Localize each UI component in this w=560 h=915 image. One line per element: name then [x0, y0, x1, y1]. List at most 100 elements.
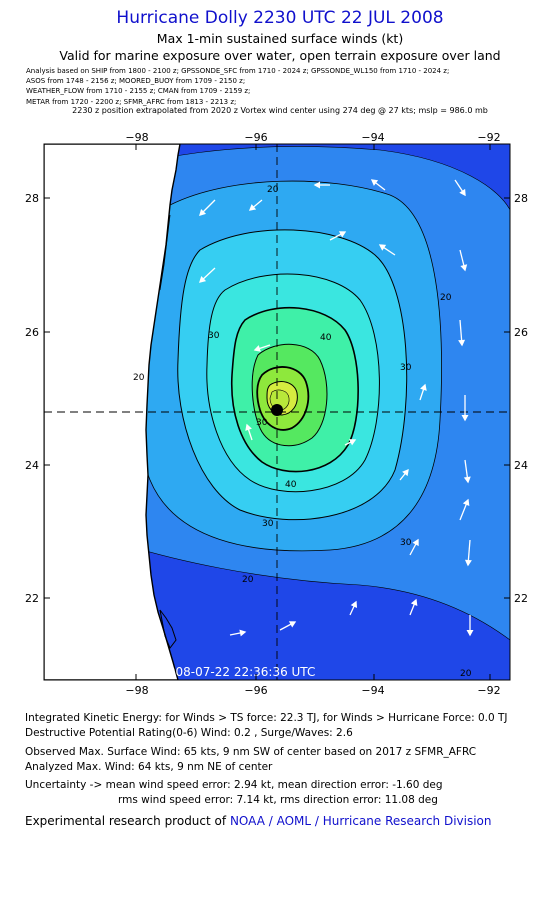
- hrd-link[interactable]: NOAA / AOML / Hurricane Research Divisio…: [229, 814, 492, 828]
- barrier-island: [159, 214, 171, 291]
- wind-vector-arrowhead: [288, 621, 297, 628]
- contour-label: 30: [400, 363, 412, 373]
- lat-labels-left: 28 26 24 22: [25, 192, 39, 605]
- wind-vector-arrowhead: [248, 204, 257, 211]
- wind-vector-arrowhead: [83, 506, 91, 514]
- wind-vector-arrowhead: [85, 439, 93, 447]
- wind-radii-row-nw: NW 10139 no: [54, 226, 155, 238]
- contour-label: 40: [285, 480, 297, 490]
- wind-radii-header: QD 34K 50K 64K: [54, 161, 148, 173]
- page-title: Hurricane Dolly 2230 UTC 22 JUL 2008: [116, 8, 444, 28]
- wind-radii-table: WIND RADII (NM) QD 34K 50K 64K NE 11651 no SE…: [50, 146, 155, 238]
- created-note: Dolly – created on 2008-07-22 22:36:36 U…: [48, 665, 315, 679]
- wind-vector-arrowhead: [459, 188, 466, 197]
- lon-labels-bottom: −98 −96 −94 −92: [125, 684, 500, 697]
- lon-tick-label: −96: [244, 131, 267, 144]
- wind-vector-arrowhead: [463, 476, 471, 484]
- lagoon-outline: [159, 609, 177, 649]
- wind-vector-arrowhead: [460, 264, 468, 272]
- wind-vector-arrowhead: [199, 276, 207, 283]
- wind-vector-arrowhead: [131, 438, 139, 446]
- lat-tick-label: 26: [514, 326, 528, 339]
- contour-labels: 20 20 20 20 20 30 30 30 30 30 40 40: [133, 185, 472, 679]
- analysis-line: METAR from 1720 - 2200 z; SFMR_AFRC from…: [26, 97, 237, 106]
- wind-vector-arrowhead: [458, 339, 466, 347]
- product-credit: Experimental research product of NOAA / …: [25, 814, 492, 828]
- lon-tick-label: −98: [125, 131, 148, 144]
- wind-vectors: [81, 179, 474, 654]
- wind-radii-row-se: SE 11640 no: [54, 194, 155, 206]
- contour-label: 30: [256, 418, 268, 428]
- contour-label: 20: [460, 669, 472, 679]
- exposure-subtitle: Valid for marine exposure over water, op…: [59, 48, 501, 63]
- wind-vector-arrowhead: [461, 414, 469, 422]
- wind-vector-arrowhead: [127, 496, 135, 504]
- wind-vector-arrowhead: [420, 383, 427, 391]
- wind-radii-row-sw: SW 82 10 no: [54, 210, 155, 222]
- wind-radii-row-ne: NE 11651 no: [54, 178, 155, 190]
- analysis-line: Analysis based on SHIP from 1800 - 2100 …: [26, 67, 450, 75]
- wind-vector-arrowhead: [126, 316, 133, 324]
- wind-vector-arrowhead: [245, 423, 252, 431]
- lon-tick-label: −92: [477, 684, 500, 697]
- wind-radii-title: WIND RADII (NM): [50, 146, 145, 158]
- wind-radii-col-qd: QD: [54, 161, 67, 173]
- axis-ticks: [44, 144, 510, 680]
- dpr-line: Destructive Potential Rating(0-6) Wind: …: [25, 727, 353, 739]
- uncertainty-line-1: Uncertainty -> mean wind speed error: 2.…: [25, 779, 443, 791]
- lon-tick-label: −98: [125, 684, 148, 697]
- lat-tick-label: 22: [25, 592, 39, 605]
- product-subtitle: Max 1-min sustained surface winds (kt): [156, 31, 404, 46]
- wind-vector-arrowhead: [199, 208, 207, 216]
- lon-tick-label: −94: [361, 131, 384, 144]
- lat-tick-label: 24: [25, 459, 39, 472]
- uncertainty-line-2: rms wind speed error: 7.14 kt, rms direc…: [118, 794, 438, 806]
- analyzed-max-line: Analyzed Max. Wind: 64 kts, 9 nm NE of c…: [25, 761, 273, 773]
- contour-label: 30: [208, 331, 220, 341]
- lat-tick-label: 24: [514, 459, 528, 472]
- lat-tick-label: 28: [25, 192, 39, 205]
- analysis-sources: Analysis based on SHIP from 1800 - 2100 …: [26, 66, 556, 107]
- position-note: 2230 z position extrapolated from 2020 z…: [72, 106, 488, 115]
- wind-vector-arrowhead: [412, 538, 419, 547]
- ike-line: Integrated Kinetic Energy: for Winds > T…: [25, 712, 508, 724]
- lon-tick-label: −96: [244, 684, 267, 697]
- contour-label: 20: [133, 373, 145, 383]
- lat-tick-label: 28: [514, 192, 528, 205]
- contour-label: 20: [242, 575, 254, 585]
- wind-vector-arrowhead: [378, 244, 387, 251]
- wind-radii-col-50k: 50K: [102, 161, 122, 173]
- wind-vector-arrowhead: [313, 181, 321, 189]
- wind-vector-arrowhead: [348, 439, 357, 446]
- wind-vector-arrowhead: [81, 356, 89, 364]
- wind-vector-arrowhead: [85, 646, 93, 654]
- wind-map: 20 20 20 20 20 30 30 30 30 30 40 40 WIND…: [25, 131, 528, 697]
- wind-radii-col-34k: 34K: [75, 161, 95, 173]
- wind-vector-arrowhead: [462, 498, 470, 506]
- lon-tick-label: −92: [477, 131, 500, 144]
- analysis-line: WEATHER_FLOW from 1710 - 2155 z; CMAN fr…: [26, 87, 251, 96]
- wind-vector-arrowhead: [143, 616, 151, 624]
- analysis-line: ASOS from 1748 - 2156 z; MOORED_BUOY fro…: [26, 77, 246, 86]
- observed-max-line: Observed Max. Surface Wind: 65 kts, 9 nm…: [25, 746, 477, 758]
- contour-label: 20: [440, 293, 452, 303]
- wind-vector-arrowhead: [87, 576, 95, 584]
- wind-vector-arrowhead: [410, 598, 418, 606]
- product-credit-prefix: Experimental research product of: [25, 814, 227, 828]
- plot-frame: [43, 143, 511, 681]
- contour-label: 30: [400, 538, 412, 548]
- contour-label: 20: [267, 185, 279, 195]
- contour-label: 30: [262, 519, 274, 529]
- wind-vector-arrowhead: [464, 559, 472, 567]
- wind-vector-arrowhead: [466, 629, 474, 637]
- contour-label: 40: [320, 333, 332, 343]
- lat-labels-right: 28 26 24 22: [514, 192, 528, 605]
- wind-vector-arrowhead: [239, 629, 247, 637]
- wind-vector-arrowhead: [350, 600, 358, 609]
- wind-vector-arrowhead: [338, 231, 347, 238]
- lon-labels-top: −98 −96 −94 −92: [125, 131, 500, 144]
- wind-radii-col-64k: 64K: [129, 161, 149, 173]
- wind-vector-arrowhead: [370, 179, 379, 186]
- wind-vector-arrowhead: [402, 468, 409, 477]
- lon-tick-label: −94: [361, 684, 384, 697]
